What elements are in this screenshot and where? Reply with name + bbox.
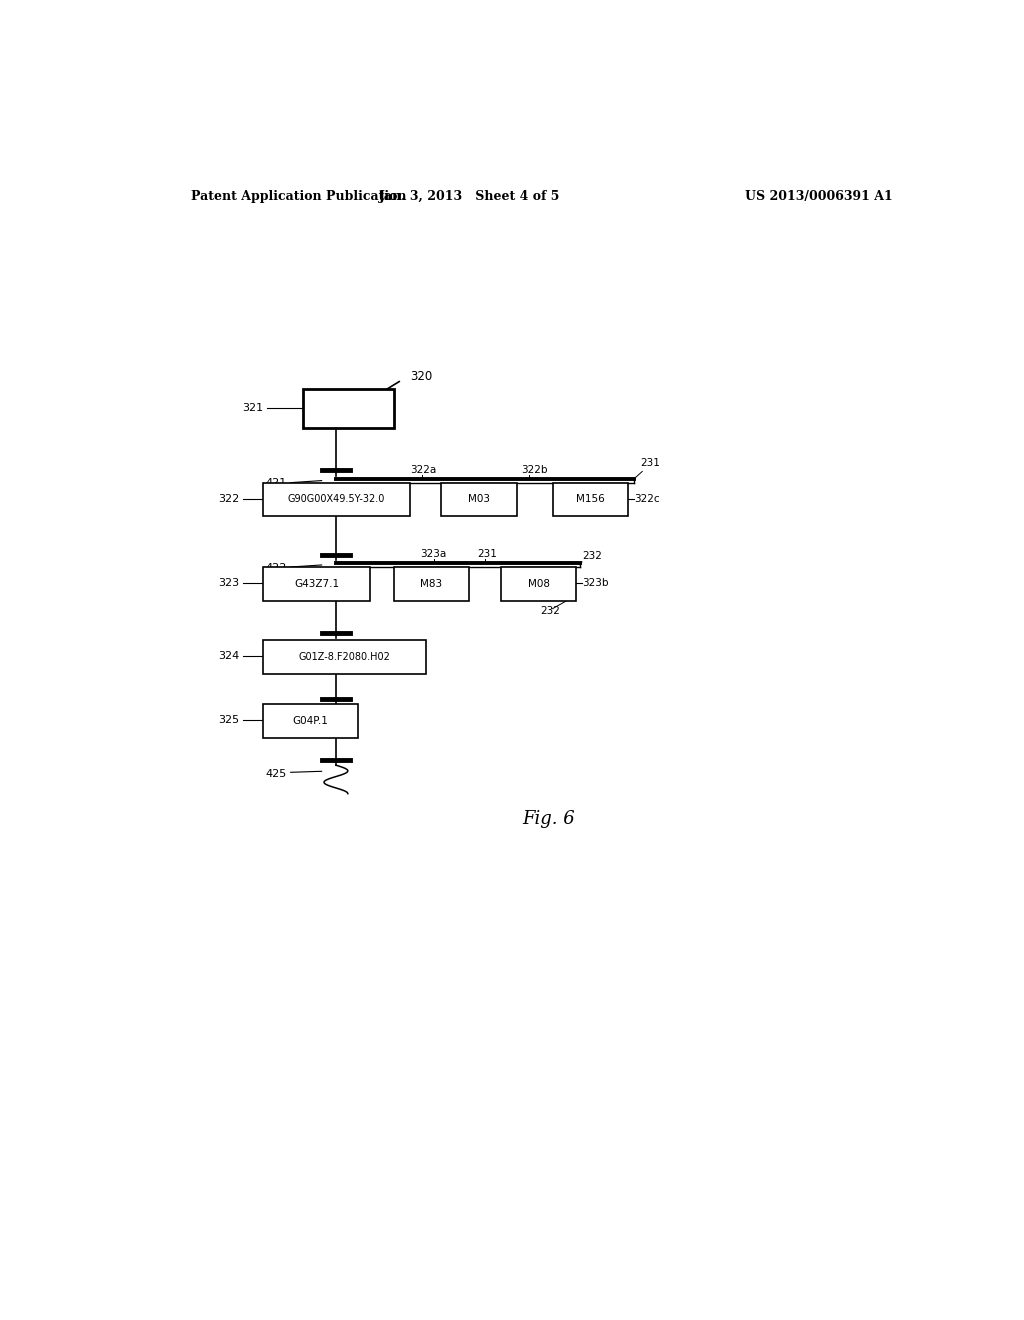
Text: 231: 231	[640, 458, 659, 469]
Text: 324: 324	[218, 652, 240, 661]
Text: 322c: 322c	[634, 494, 659, 504]
Text: G04P.1: G04P.1	[293, 715, 329, 726]
Text: 325: 325	[218, 715, 240, 726]
FancyBboxPatch shape	[263, 483, 410, 516]
Text: G43Z7.1: G43Z7.1	[294, 578, 339, 589]
Text: Patent Application Publication: Patent Application Publication	[191, 190, 407, 202]
FancyBboxPatch shape	[394, 568, 469, 601]
Text: Fig. 6: Fig. 6	[522, 810, 575, 828]
Text: 232: 232	[541, 606, 560, 615]
FancyBboxPatch shape	[553, 483, 628, 516]
Text: 421: 421	[265, 478, 287, 487]
Text: 322b: 322b	[521, 465, 548, 474]
Text: G90G00X49.5Y-32.0: G90G00X49.5Y-32.0	[288, 495, 385, 504]
Text: Jan. 3, 2013   Sheet 4 of 5: Jan. 3, 2013 Sheet 4 of 5	[379, 190, 560, 202]
Text: 321: 321	[242, 404, 263, 413]
Text: 423: 423	[265, 643, 287, 653]
Text: 322a: 322a	[410, 465, 436, 474]
Text: M03: M03	[468, 495, 490, 504]
Text: 323b: 323b	[582, 578, 608, 589]
FancyBboxPatch shape	[501, 568, 577, 601]
FancyBboxPatch shape	[303, 389, 394, 428]
FancyBboxPatch shape	[441, 483, 517, 516]
Text: US 2013/0006391 A1: US 2013/0006391 A1	[744, 190, 892, 202]
Text: 424: 424	[265, 708, 287, 717]
Text: 320: 320	[410, 371, 432, 383]
Text: M156: M156	[575, 495, 604, 504]
FancyBboxPatch shape	[263, 640, 426, 673]
Text: M08: M08	[527, 578, 550, 589]
Text: 323: 323	[218, 578, 240, 589]
Text: G01Z-8.F2080.H02: G01Z-8.F2080.H02	[298, 652, 390, 661]
FancyBboxPatch shape	[263, 568, 370, 601]
Text: 422: 422	[265, 564, 287, 573]
Text: 323a: 323a	[420, 549, 446, 558]
FancyBboxPatch shape	[263, 704, 358, 738]
Text: 425: 425	[265, 770, 287, 779]
Text: 232: 232	[582, 550, 602, 561]
Text: M83: M83	[421, 578, 442, 589]
Text: 231: 231	[477, 549, 497, 558]
Text: 322: 322	[218, 494, 240, 504]
